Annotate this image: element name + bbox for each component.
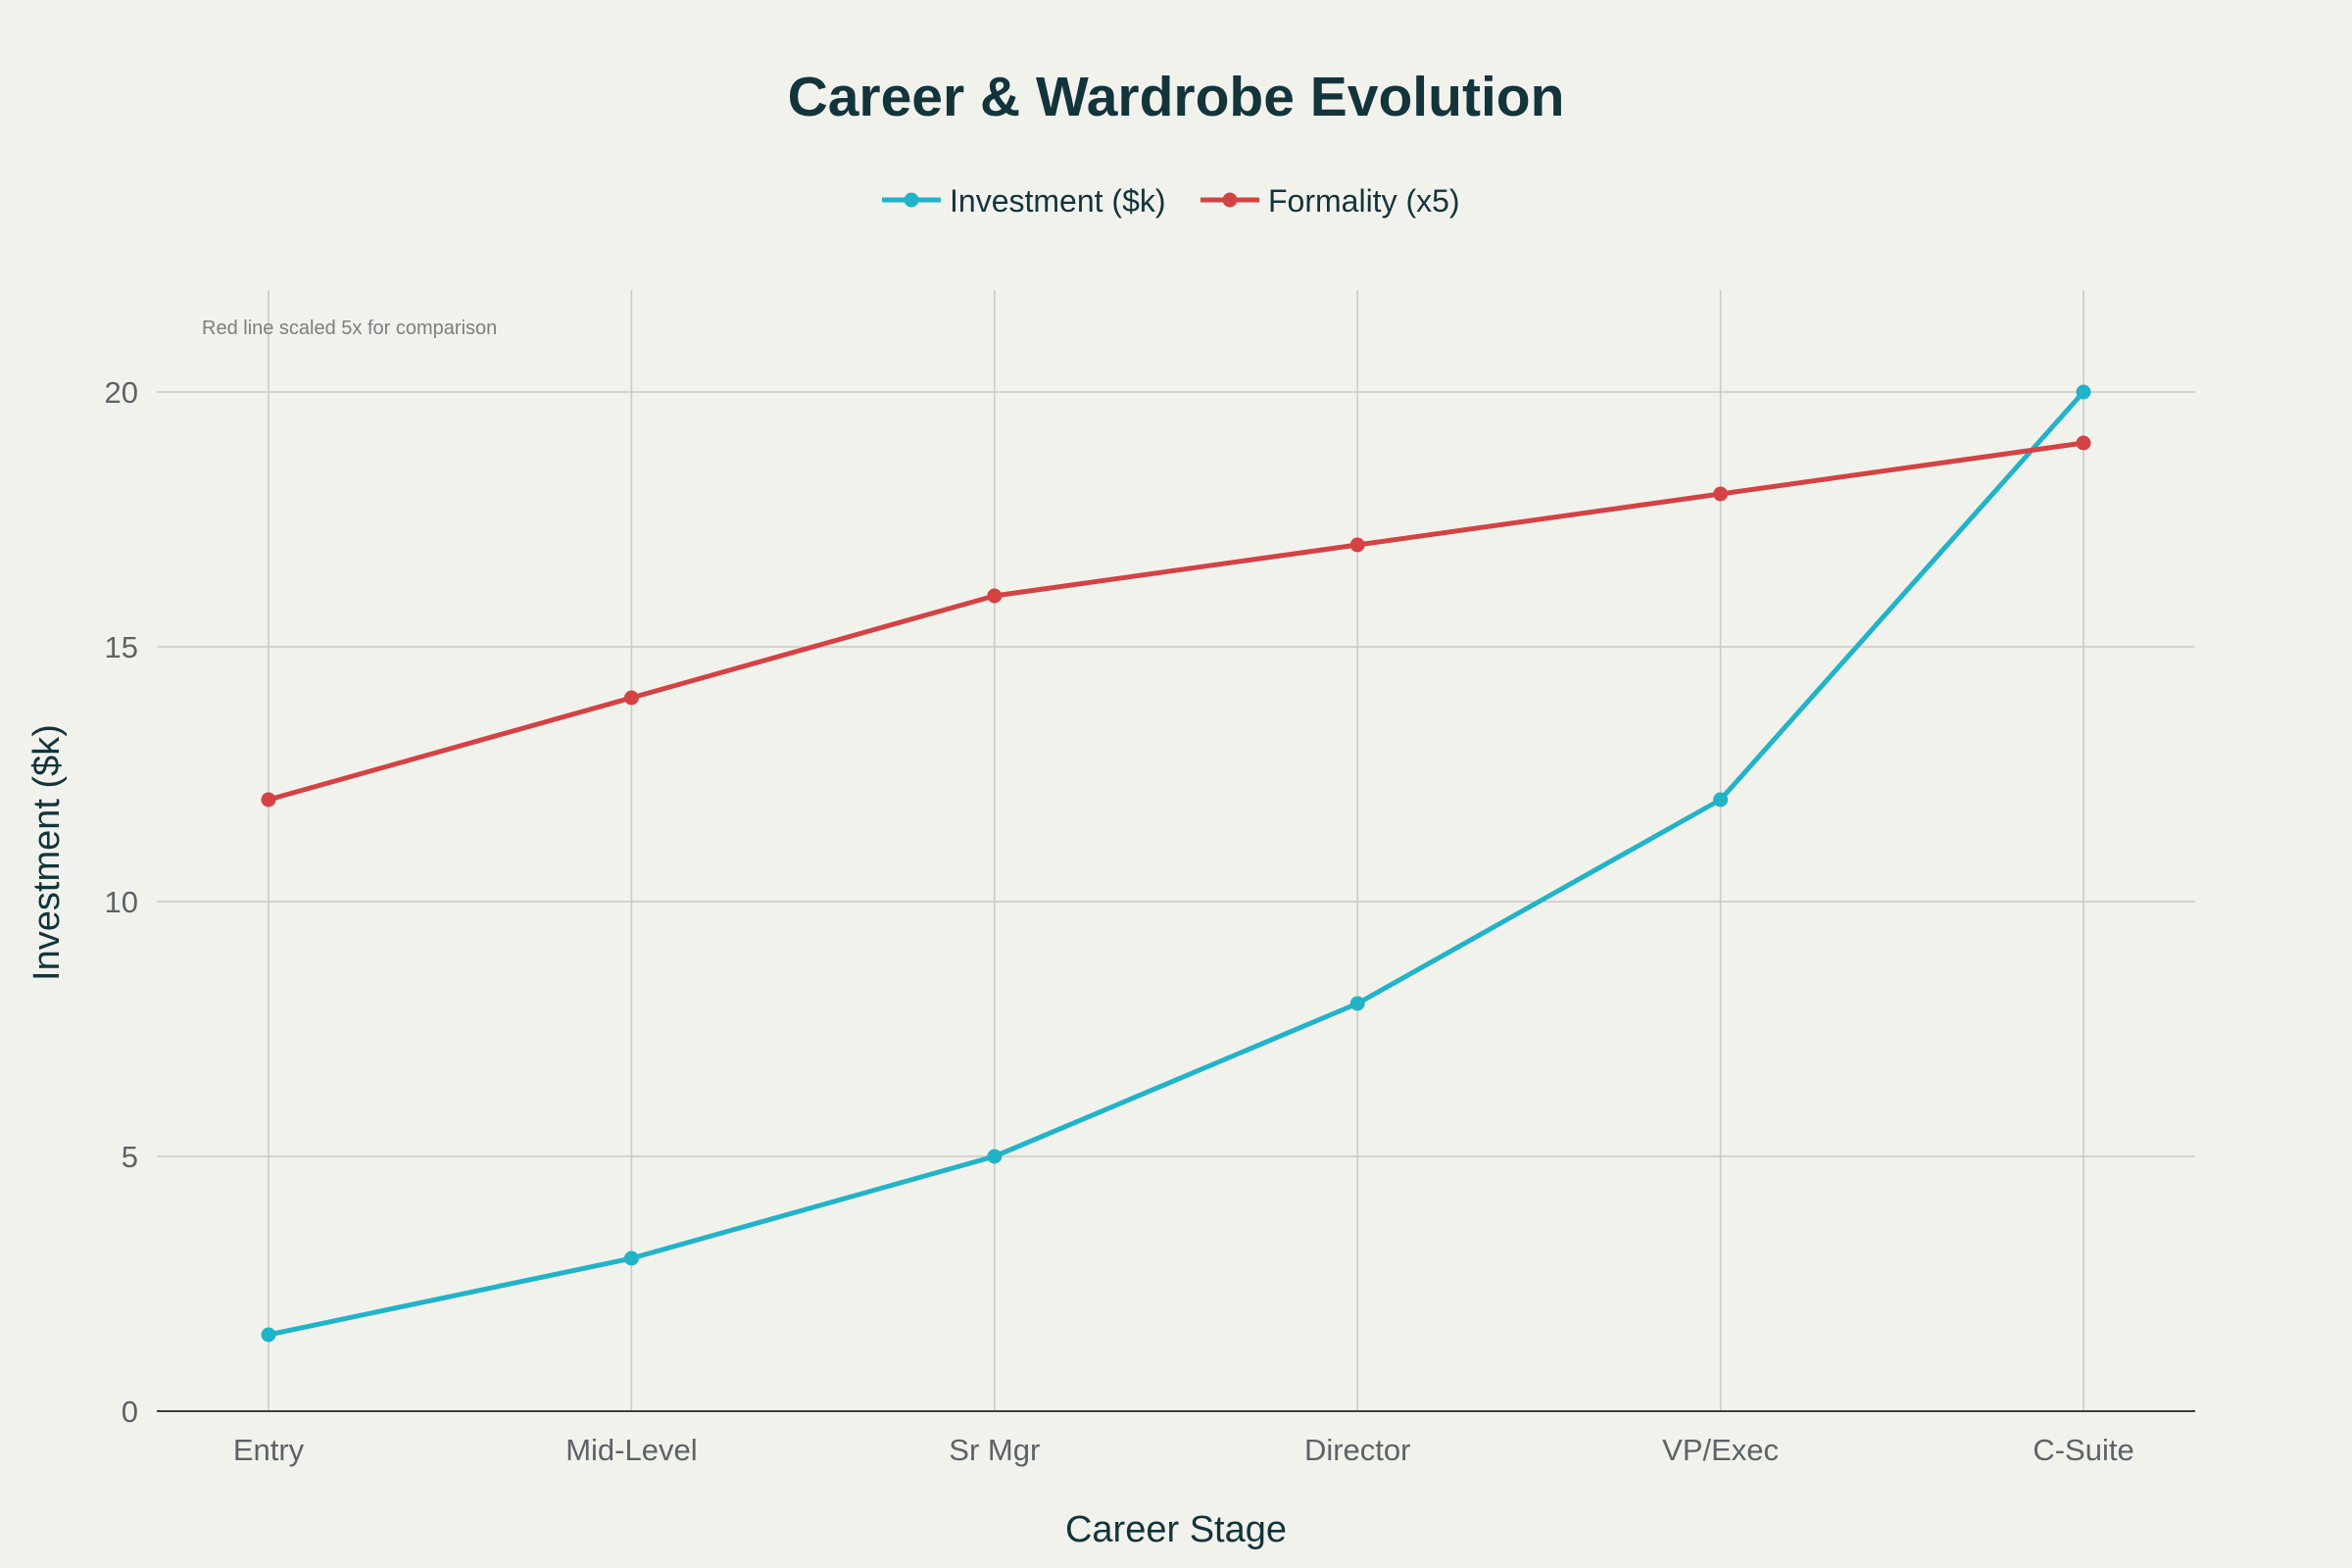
- data-point[interactable]: [987, 1149, 1003, 1164]
- grid-layer: [157, 290, 2195, 1411]
- x-tick-label: C-Suite: [2033, 1433, 2133, 1467]
- y-tick-label: 10: [105, 885, 138, 919]
- legend-swatch-marker: [1222, 192, 1238, 208]
- data-point[interactable]: [2076, 384, 2091, 400]
- data-point[interactable]: [261, 1327, 276, 1343]
- legend-item-1[interactable]: Investment ($k): [882, 183, 1166, 219]
- legend-swatch-marker: [904, 192, 919, 208]
- x-tick-label: VP/Exec: [1662, 1433, 1779, 1467]
- series-2: [261, 435, 2091, 808]
- axis-layer: 0 5 10 15 20 Entry Mid-Level Sr Mgr Director VP/E…: [105, 375, 2195, 1467]
- x-tick-label: Director: [1304, 1433, 1411, 1467]
- y-axis-title: Investment ($k): [26, 724, 68, 981]
- y-tick-label: 20: [105, 375, 138, 410]
- legend-label: Formality (x5): [1268, 183, 1460, 219]
- series-line: [266, 440, 2086, 803]
- legend-label: Investment ($k): [950, 183, 1166, 219]
- data-point[interactable]: [2076, 435, 2091, 451]
- data-point[interactable]: [1713, 486, 1729, 502]
- series-1: [261, 384, 2091, 1343]
- x-axis-title: Career Stage: [1065, 1509, 1287, 1550]
- data-point[interactable]: [1349, 537, 1365, 553]
- chart-annotation: Red line scaled 5x for comparison: [202, 318, 497, 339]
- series-line: [266, 389, 2086, 1338]
- data-point[interactable]: [623, 690, 639, 706]
- chart-title: Career & Wardrobe Evolution: [788, 66, 1565, 128]
- y-tick-label: 15: [105, 630, 138, 664]
- y-tick-label: 5: [122, 1140, 138, 1174]
- x-tick-label: Entry: [233, 1433, 305, 1467]
- legend-item-2[interactable]: Formality (x5): [1200, 183, 1460, 219]
- x-tick-label: Mid-Level: [565, 1433, 697, 1467]
- y-tick-label: 0: [122, 1395, 138, 1429]
- data-point[interactable]: [987, 588, 1003, 604]
- data-point[interactable]: [623, 1250, 639, 1266]
- data-point[interactable]: [1349, 996, 1365, 1011]
- legend: Investment ($k) Formality (x5): [882, 183, 1460, 219]
- series-layer: [261, 384, 2091, 1343]
- data-point[interactable]: [1713, 792, 1729, 808]
- data-point[interactable]: [261, 792, 276, 808]
- x-tick-label: Sr Mgr: [949, 1433, 1040, 1467]
